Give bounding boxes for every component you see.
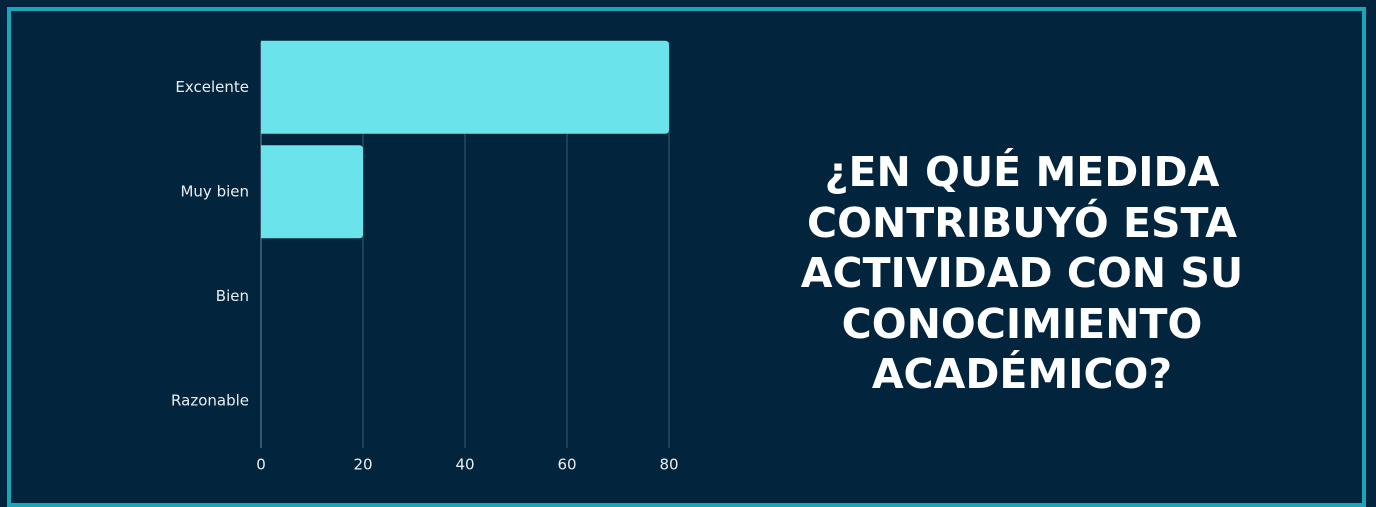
x-tick-label: 80 [659,456,678,474]
x-tick-label: 60 [557,456,576,474]
page: 0 20 40 60 80 Excelente Muy bien Bien Razonable … [7,7,1366,507]
y-tick-label: Bien [216,287,249,305]
bar [261,40,669,134]
x-tick-label: 20 [353,456,372,474]
chart-title: ¿EN QUÉ MEDIDA CONTRIBUYÓ ESTA ACTIVIDAD… [800,148,1244,398]
y-tick-label: Excelente [175,78,249,96]
bar [261,145,363,239]
x-tick-label: 0 [256,456,266,474]
y-tick-label: Muy bien [180,182,249,200]
y-tick-label: Razonable [171,391,249,409]
chart: 0 20 40 60 80 Excelente Muy bien Bien Razonable [171,40,679,474]
x-tick-label: 40 [455,456,474,474]
